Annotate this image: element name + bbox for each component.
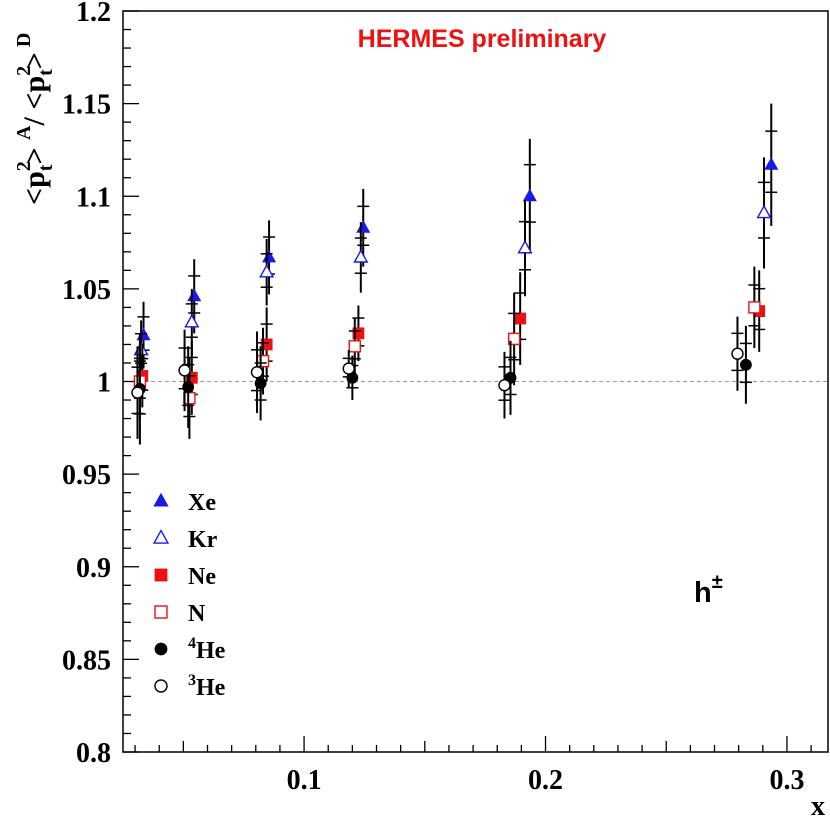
series-Ne	[136, 270, 766, 415]
legend-marker-Ne	[154, 568, 168, 582]
legend-item: Ne	[154, 564, 216, 590]
y-tick-label: 1	[97, 368, 111, 399]
y-tick-label: 0.8	[76, 738, 111, 769]
series-N	[133, 266, 761, 439]
legend-item: 4He	[154, 635, 226, 664]
series-3He	[131, 316, 744, 439]
legend-label: Xe	[188, 490, 216, 516]
annotation-label: h±	[694, 571, 723, 609]
data-point-Ne	[260, 338, 273, 351]
x-tick-label: 0.1	[287, 765, 322, 796]
data-point-Xe	[522, 188, 537, 202]
legend-label: Kr	[188, 527, 218, 553]
data-point-N	[348, 340, 361, 353]
legend: Xe Kr Ne N 4He 3He	[152, 490, 226, 701]
legend-label: Ne	[188, 564, 216, 590]
axis-ticks	[123, 10, 812, 753]
series-Xe	[136, 103, 779, 369]
data-point-Kr	[517, 239, 533, 254]
chart-title: HERMES preliminary	[358, 25, 607, 53]
legend-marker-3He	[154, 679, 168, 693]
data-points	[131, 103, 779, 445]
data-point-Kr	[756, 204, 772, 219]
legend-label: 3He	[188, 672, 226, 701]
legend-marker-N	[154, 605, 168, 619]
data-point-3He	[342, 362, 355, 375]
data-point-Ne	[352, 327, 365, 340]
y-tick-label: 1.1	[76, 182, 111, 213]
legend-marker-Kr	[152, 529, 170, 544]
data-point-Xe	[262, 249, 277, 263]
y-tick-label: 0.95	[62, 460, 111, 491]
data-point-3He	[731, 347, 744, 360]
x-axis-label: x	[811, 791, 825, 819]
legend-item: Kr	[152, 527, 218, 553]
data-point-Kr	[259, 263, 275, 278]
y-tick-label: 1.15	[62, 90, 111, 121]
x-tick-label: 0.3	[769, 765, 804, 796]
legend-label: 4He	[188, 635, 226, 664]
data-point-Kr	[184, 313, 200, 328]
x-tick-label: 0.2	[528, 765, 563, 796]
data-point-Xe	[764, 157, 779, 170]
data-point-N	[256, 354, 270, 368]
data-point-4He	[740, 358, 752, 371]
series-4He	[133, 325, 752, 445]
data-point-Ne	[514, 312, 527, 325]
legend-item: N	[154, 601, 206, 627]
legend-label: N	[188, 601, 206, 627]
data-point-3He	[131, 386, 144, 399]
y-tick-label: 0.85	[62, 645, 111, 676]
series-Kr	[133, 157, 772, 380]
legend-marker-4He	[154, 642, 168, 656]
y-tick-label: 0.9	[76, 553, 111, 584]
data-point-3He	[250, 366, 264, 379]
y-axis-label: <p2t> A/ <p2t> D	[13, 33, 57, 205]
data-point-Xe	[187, 288, 202, 302]
data-point-Xe	[356, 220, 371, 233]
data-point-Kr	[353, 249, 369, 263]
data-point-3He	[498, 379, 511, 392]
data-point-N	[748, 301, 761, 314]
data-point-N	[507, 332, 521, 346]
data-point-3He	[178, 364, 191, 377]
y-tick-label: 1.05	[62, 275, 111, 306]
axis-tick-labels: 0.8 0.85 0.9 0.95 1 1.05 1.1 1.15 1.2 0.1 0.2 0.3	[62, 0, 804, 796]
legend-item: Xe	[153, 490, 216, 516]
y-tick-label: 1.2	[76, 0, 111, 28]
legend-marker-Xe	[153, 492, 169, 507]
legend-item: 3He	[154, 672, 226, 701]
